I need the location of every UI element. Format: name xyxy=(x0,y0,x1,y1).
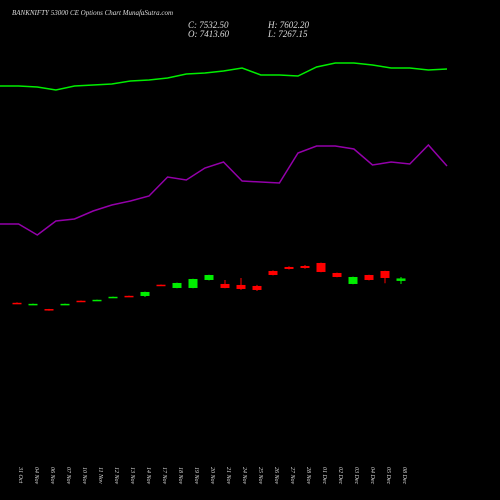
candle-body xyxy=(252,285,262,290)
x-tick-label: 10 Nov xyxy=(81,467,87,485)
x-tick-label: 03 Dec xyxy=(353,467,359,484)
x-tick-label: 08 Dec xyxy=(401,467,407,484)
line-series xyxy=(0,62,448,91)
candle-body xyxy=(140,291,150,296)
x-tick-label: 14 Nov xyxy=(145,467,152,485)
x-tick-label: 04 Dec xyxy=(369,467,376,484)
candle-body xyxy=(380,270,390,278)
x-tick-label: 31 Oct xyxy=(17,466,23,483)
info-close: C: 7532.50 xyxy=(188,20,229,30)
candle-body xyxy=(364,274,374,280)
candle-body xyxy=(44,309,54,311)
x-tick-label: 28 Nov xyxy=(305,467,311,485)
x-tick-label: 07 Nov xyxy=(65,467,71,485)
info-high: H: 7602.20 xyxy=(267,20,309,30)
candle-body xyxy=(188,278,198,288)
x-tick-label: 17 Nov xyxy=(161,467,167,485)
x-tick-label: 27 Nov xyxy=(289,467,295,485)
candle-body xyxy=(316,262,326,272)
candle-body xyxy=(12,302,22,305)
candle-body xyxy=(348,276,358,284)
x-tick-label: 21 Nov xyxy=(225,467,231,485)
candle-body xyxy=(108,296,118,299)
x-tick-label: 24 Nov xyxy=(241,467,248,485)
candle-body xyxy=(300,265,310,268)
x-tick-label: 04 Nov xyxy=(33,467,40,485)
chart-title: BANKNIFTY 53000 CE Options Chart MunafaS… xyxy=(12,9,173,17)
candle-body xyxy=(60,303,70,306)
candle-body xyxy=(236,284,246,289)
x-tick-label: 13 Nov xyxy=(129,467,135,485)
x-tick-label: 25 Nov xyxy=(257,467,263,485)
x-tick-label: 19 Nov xyxy=(193,467,199,485)
x-tick-label: 11 Nov xyxy=(97,467,103,484)
x-tick-label: 26 Nov xyxy=(273,467,279,485)
candle-body xyxy=(220,283,230,288)
x-tick-label: 01 Dec xyxy=(321,467,327,484)
candle-body xyxy=(92,299,102,302)
candle-body xyxy=(268,270,278,275)
x-tick-label: 06 Nov xyxy=(49,467,55,485)
x-tick-label: 02 Dec xyxy=(337,467,343,484)
x-tick-label: 18 Nov xyxy=(177,467,183,485)
candle-body xyxy=(124,295,134,298)
candle-body xyxy=(76,300,86,303)
info-low: L: 7267.15 xyxy=(267,29,308,39)
x-tick-label: 20 Nov xyxy=(209,467,215,485)
candle-body xyxy=(332,272,342,277)
candle-body xyxy=(156,284,166,287)
candle-body xyxy=(28,303,38,306)
x-tick-label: 12 Nov xyxy=(113,467,119,485)
line-series xyxy=(0,143,448,236)
candle-body xyxy=(396,278,406,281)
candle-body xyxy=(172,282,182,288)
candle-body xyxy=(204,274,214,280)
info-open: O: 7413.60 xyxy=(188,29,229,39)
x-tick-label: 05 Dec xyxy=(385,467,391,484)
candle-body xyxy=(284,266,294,269)
